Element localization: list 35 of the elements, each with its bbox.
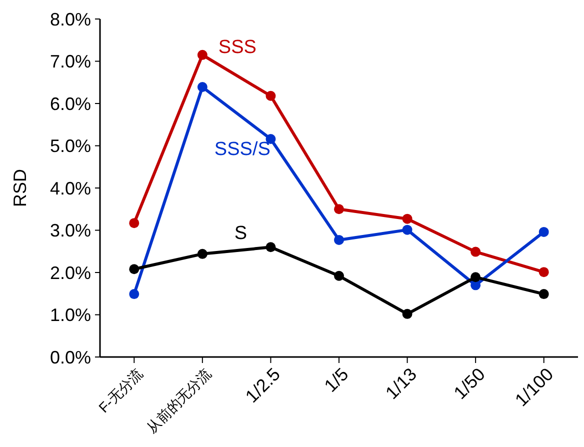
point: [470, 272, 481, 282]
point: [334, 270, 344, 281]
point: [402, 214, 412, 224]
series-label: S: [234, 223, 248, 244]
point: [402, 224, 412, 235]
y-tick-label: 1.0%: [50, 305, 91, 326]
point: [266, 90, 276, 101]
point: [197, 50, 208, 60]
point: [538, 289, 549, 300]
y-tick-label: 2.0%: [50, 262, 91, 283]
y-tick-label: 7.0%: [50, 52, 91, 72]
y-tick-label: 6.0%: [50, 94, 91, 114]
point: [538, 226, 549, 237]
y-tick-label: 3.0%: [50, 220, 91, 241]
x-tick-label: F-无分流: [95, 365, 146, 416]
series-label: SSS/S: [214, 139, 270, 160]
point: [266, 242, 276, 252]
point: [538, 267, 549, 278]
point: [334, 204, 344, 214]
point: [129, 264, 140, 274]
x-tick-label: 1/5: [320, 364, 352, 396]
x-tick-label: 从前的无分流: [143, 365, 214, 436]
point: [197, 82, 208, 92]
point: [402, 308, 412, 319]
y-axis-title: RSD: [10, 168, 30, 208]
point: [129, 289, 140, 300]
point: [334, 234, 344, 245]
point: [197, 248, 208, 259]
y-tick-label: 4.0%: [50, 178, 91, 198]
point: [470, 246, 481, 257]
point: [129, 218, 140, 228]
series-label: SSS: [218, 36, 256, 58]
y-tick-label: 8.0%: [50, 9, 91, 30]
y-tick-label: 0.0%: [50, 347, 91, 368]
y-tick-label: 5.0%: [50, 136, 91, 156]
